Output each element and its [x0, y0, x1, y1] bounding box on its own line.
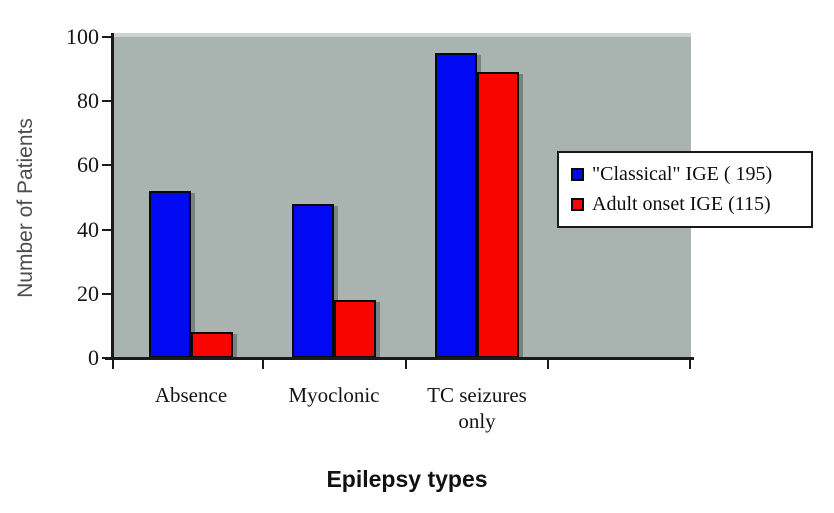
category-label-absence: Absence: [101, 382, 281, 408]
x-tick-0: [112, 360, 114, 369]
y-axis-line: [111, 33, 114, 360]
y-tick-100: [102, 36, 112, 38]
bar-adult-onset-absence: [191, 332, 233, 358]
x-axis-line: [105, 357, 694, 360]
y-tick-label-100: 100: [66, 24, 99, 49]
y-tick-label-40: 40: [77, 217, 99, 242]
bar-classical-tc-seizures: [435, 53, 477, 358]
bar-adult-onset-myoclonic: [334, 300, 376, 358]
category-label-tc-seizures: TC seizures only: [387, 382, 567, 435]
legend-label-classical-ige: "Classical" IGE ( 195): [592, 163, 773, 185]
x-axis-title: Epilepsy types: [326, 466, 488, 492]
category-label-line: only: [458, 409, 496, 434]
legend-label-adult-onset-ige: Adult onset IGE (115): [592, 193, 771, 215]
bar-classical-myoclonic: [292, 204, 334, 358]
category-label-line: Absence: [154, 383, 228, 407]
x-tick-3: [547, 360, 549, 369]
bar-classical-absence: [149, 191, 191, 358]
x-tick-4: [689, 360, 691, 369]
y-tick-40: [102, 229, 112, 231]
y-tick-80: [102, 100, 112, 102]
x-tick-2: [405, 360, 407, 369]
y-tick-label-80: 80: [77, 88, 99, 113]
y-tick-0: [102, 357, 112, 359]
blue-series-swatch-icon: [571, 168, 584, 181]
y-tick-60: [102, 164, 112, 166]
y-tick-label-60: 60: [77, 152, 99, 177]
category-label-line: TC seizures: [427, 383, 527, 407]
y-axis-title: Number of Patients: [14, 118, 37, 298]
y-tick-20: [102, 293, 112, 295]
legend: "Classical" IGE ( 195) Adult onset IGE (…: [557, 151, 813, 228]
bar-adult-onset-tc-seizures: [477, 72, 519, 358]
legend-item-adult-onset-ige: Adult onset IGE (115): [571, 193, 811, 216]
x-tick-1: [262, 360, 264, 369]
y-tick-label-0: 0: [88, 345, 99, 370]
legend-item-classical-ige: "Classical" IGE ( 195): [571, 163, 811, 186]
category-label-line: Myoclonic: [288, 383, 380, 407]
category-label-myoclonic: Myoclonic: [244, 382, 424, 408]
red-series-swatch-icon: [571, 198, 584, 211]
y-tick-label-20: 20: [77, 281, 99, 306]
